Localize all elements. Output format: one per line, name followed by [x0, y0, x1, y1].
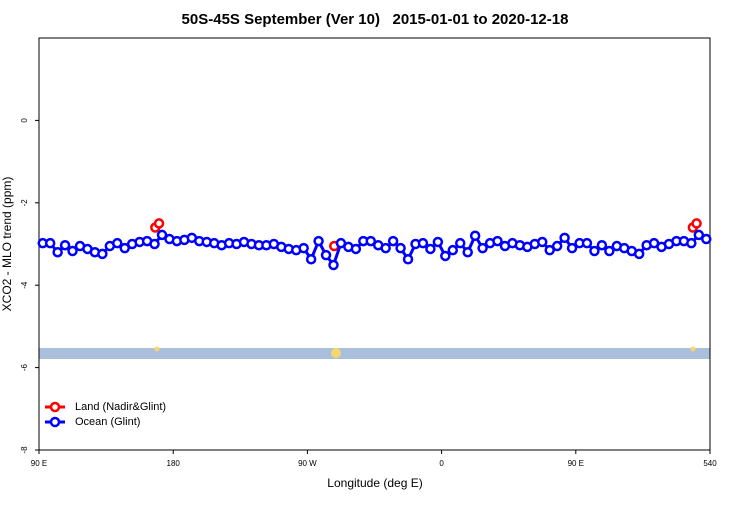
legend-label: Land (Nadir&Glint): [75, 401, 166, 413]
series-point: [119, 242, 130, 254]
series-point: [97, 248, 108, 260]
series-point: [693, 229, 705, 241]
series-point: [551, 240, 563, 252]
y-tick-label: -4: [20, 281, 29, 289]
series-point: [395, 242, 406, 254]
series-point: [153, 218, 165, 229]
series-point: [589, 245, 600, 257]
series-point: [305, 253, 317, 265]
series-point: [537, 236, 548, 248]
y-tick-label: 0: [20, 118, 29, 123]
series-point: [402, 253, 414, 265]
series-point: [447, 244, 459, 256]
series-point: [701, 233, 712, 245]
y-axis-label: XCO2 - MLO trend (ppm): [0, 177, 14, 312]
series-point: [298, 242, 309, 254]
chart-title: 50S-45S September (Ver 10) 2015-01-01 to…: [182, 11, 569, 28]
x-tick-label: 90 E: [31, 459, 47, 468]
series-point: [432, 236, 444, 248]
legend-label: Ocean (Glint): [75, 416, 140, 428]
series-point: [477, 242, 488, 254]
x-tick-label: 90 W: [298, 459, 317, 468]
series-point: [581, 237, 593, 249]
series-point: [67, 245, 78, 257]
series-point: [440, 250, 451, 262]
y-tick-label: -6: [20, 363, 29, 371]
series-point: [328, 259, 339, 271]
legend-marker: [49, 401, 61, 413]
x-tick-label: 540: [703, 459, 717, 468]
series-point: [112, 237, 123, 249]
land-blob: [331, 348, 341, 358]
map-band: [39, 348, 710, 359]
series-point: [559, 232, 570, 244]
series-point: [425, 243, 436, 255]
land-blob: [690, 346, 696, 352]
series-point: [544, 244, 555, 256]
series-point: [633, 248, 645, 260]
series-point: [604, 245, 615, 257]
series-point: [320, 249, 332, 261]
x-tick-label: 90 E: [568, 459, 584, 468]
series-point: [365, 235, 377, 247]
series-point: [149, 238, 160, 250]
series-point: [469, 230, 481, 242]
land-blob: [154, 346, 160, 352]
series-point: [566, 242, 578, 254]
series-point: [59, 239, 71, 251]
series-point: [380, 242, 391, 254]
series-point: [156, 229, 168, 241]
series-point: [462, 246, 473, 258]
series-point: [691, 218, 702, 229]
x-tick-label: 180: [167, 459, 181, 468]
series-point: [454, 237, 466, 249]
legend-marker: [49, 416, 61, 428]
x-axis-label: Longitude (deg E): [327, 476, 422, 490]
series-point: [596, 239, 608, 251]
series-point: [492, 235, 503, 247]
series-point: [417, 237, 429, 249]
series-point: [686, 237, 697, 249]
series-point: [350, 243, 362, 255]
series-point: [44, 237, 56, 249]
series-point: [52, 246, 63, 258]
y-tick-label: -2: [20, 199, 29, 207]
y-tick-label: -8: [20, 446, 29, 454]
series-point: [313, 235, 324, 247]
series-point: [387, 235, 399, 247]
x-tick-label: 0: [439, 459, 444, 468]
